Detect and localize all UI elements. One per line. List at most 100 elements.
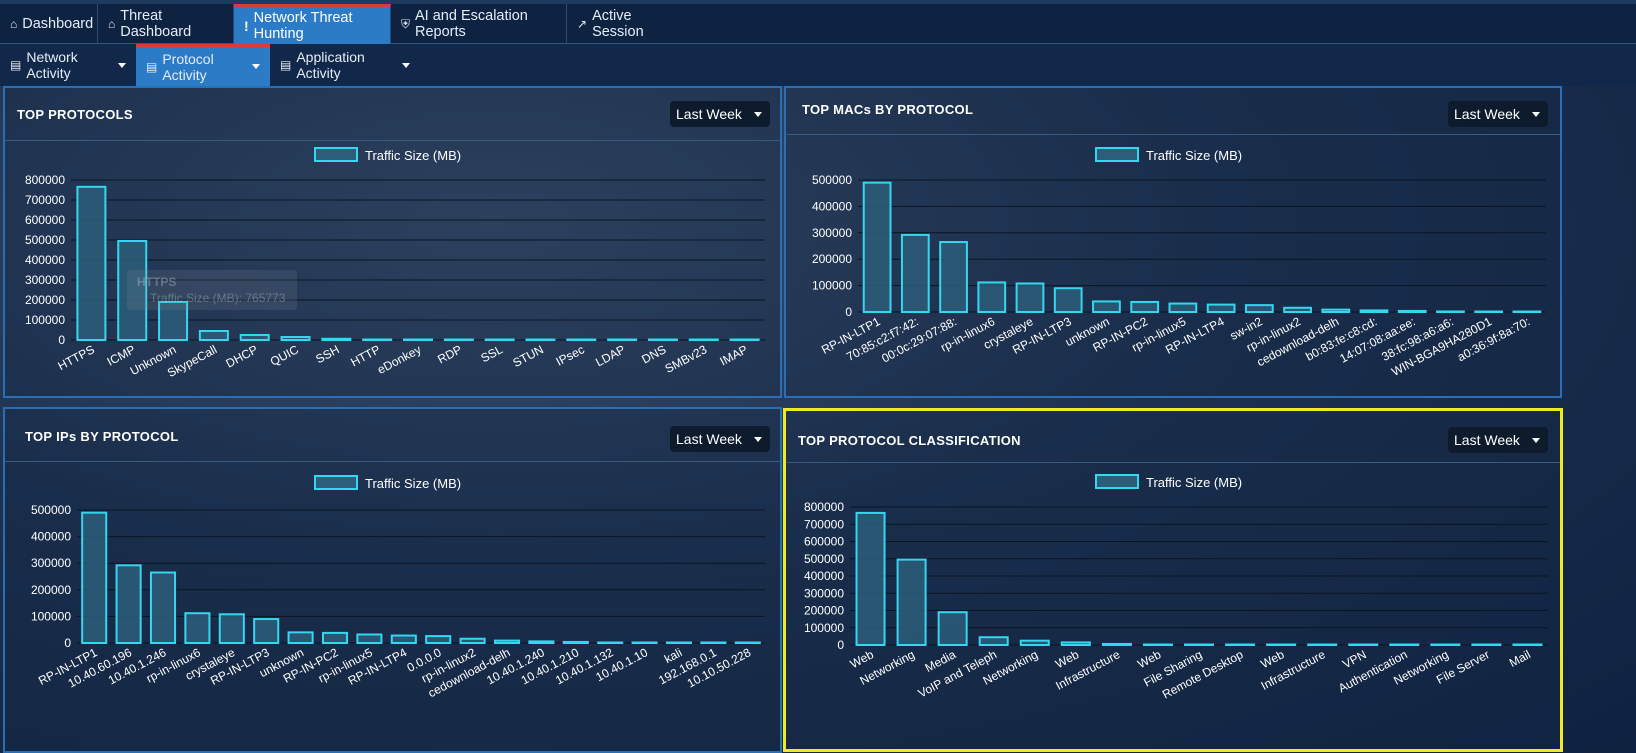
bar	[1142, 643, 1173, 646]
bar-chart-icon: ▤	[10, 58, 22, 72]
bar	[597, 641, 624, 644]
bar	[1471, 643, 1502, 646]
chart-legend: Traffic Size (MB)	[314, 475, 461, 491]
bar	[1168, 302, 1198, 314]
tab-threat-dashboard[interactable]: ⌂ Threat Dashboard	[98, 4, 234, 44]
bar	[1184, 643, 1214, 646]
bar	[1266, 643, 1297, 646]
bar	[855, 511, 886, 646]
bar	[459, 637, 486, 645]
bar	[321, 337, 352, 342]
time-range-select[interactable]: Last Week	[1448, 101, 1548, 127]
chevron-down-icon	[1532, 112, 1540, 117]
legend-swatch	[1095, 147, 1139, 162]
top-navigation: ⌂ Dashboard ⌂ Threat Dashboard ! Network Th…	[0, 0, 1636, 44]
bar	[1397, 309, 1427, 314]
bar	[688, 338, 719, 341]
chart-top-ips: Traffic Size (MB) 0 100000 200000 300000 4000…	[31, 475, 765, 700]
tooltip-text: Traffic Size (MB): 765773	[150, 291, 286, 305]
tooltip-title: HTTPS	[137, 275, 176, 289]
bar	[184, 612, 211, 644]
y-tick-label: 500000	[31, 503, 71, 517]
bar	[356, 633, 383, 645]
time-range-select[interactable]: Last Week	[1448, 427, 1548, 453]
x-tick-label: SMBv23	[663, 342, 710, 376]
x-tick-label: RDP	[435, 342, 464, 366]
subtab-network-activity[interactable]: ▤ Network Activity	[0, 44, 136, 86]
bar	[607, 338, 638, 341]
bar	[218, 613, 245, 645]
bar	[1206, 303, 1236, 314]
divider	[786, 134, 1560, 135]
legend-swatch	[1095, 474, 1139, 489]
bar	[287, 631, 314, 645]
chevron-down-icon	[754, 437, 762, 442]
x-tick-label: LDAP	[593, 342, 627, 369]
bar	[425, 635, 452, 644]
chevron-down-icon	[402, 62, 410, 68]
bar	[900, 233, 930, 313]
tab-active-session[interactable]: ↗ Active Session	[577, 8, 644, 40]
panel-title: TOP PROTOCOLS	[17, 107, 133, 122]
bar	[1225, 643, 1256, 646]
exclamation-icon: !	[244, 17, 249, 34]
y-tick-label: 200000	[25, 293, 65, 307]
y-tick-label: 100000	[25, 313, 65, 327]
tooltip: HTTPS Traffic Size (MB): 765773	[127, 270, 297, 310]
bar	[1060, 641, 1091, 647]
subtab-protocol-activity[interactable]: ▤ Protocol Activity	[136, 44, 270, 86]
time-range-select[interactable]: Last Week	[670, 101, 770, 127]
bar	[1321, 308, 1351, 313]
home-icon: ⌂	[108, 17, 116, 31]
y-tick-label: 300000	[25, 273, 65, 287]
tab-network-threat-hunting[interactable]: ! Network Threat Hunting	[234, 4, 391, 44]
sub-navigation: ▤ Network Activity ▤ Protocol Activity ▤ Ap…	[0, 44, 1636, 86]
bar	[566, 338, 597, 341]
y-tick-label: 700000	[25, 193, 65, 207]
bar	[1130, 300, 1160, 314]
legend-label: Traffic Size (MB)	[1146, 148, 1242, 163]
bar	[239, 334, 270, 341]
bar	[1053, 287, 1083, 314]
subtab-application-activity[interactable]: ▤ Application Activity	[270, 44, 420, 86]
legend-label: Traffic Size (MB)	[365, 476, 461, 491]
bar	[729, 338, 760, 341]
y-tick-label: 0	[58, 333, 65, 347]
x-tick-label: IPsec	[554, 342, 587, 368]
bar	[939, 241, 968, 313]
panel-title: TOP IPs BY PROTOCOL	[25, 429, 179, 444]
y-tick-label: 700000	[804, 517, 844, 531]
tab-dashboard[interactable]: ⌂ Dashboard	[0, 4, 98, 44]
bar	[896, 558, 927, 646]
panel-top-protocols: TOP PROTOCOLS Last Week Traffic Size (MB…	[3, 86, 782, 398]
chevron-down-icon	[252, 64, 260, 69]
panel-top-protocol-classification: TOP PROTOCOL CLASSIFICATION Last Week Tr…	[783, 408, 1563, 752]
line-chart-icon: ↗	[577, 17, 588, 31]
bar	[1512, 643, 1543, 646]
bar	[978, 636, 1009, 647]
chart-top-protocols: Traffic Size (MB) 0 100000 200000 300000 4000…	[25, 147, 765, 380]
bar	[362, 338, 393, 341]
y-tick-label: 100000	[804, 621, 844, 635]
shield-icon: ⛨	[401, 16, 411, 31]
bar	[525, 338, 556, 341]
bar	[198, 330, 229, 341]
tab-ai-escalation-reports[interactable]: ⛨ AI and Escalation Reports	[391, 4, 567, 44]
y-tick-label: 200000	[804, 604, 844, 618]
bar	[115, 564, 142, 644]
y-tick-label: 800000	[804, 500, 844, 514]
bar	[1283, 306, 1312, 314]
bar	[1101, 642, 1132, 646]
bar	[1092, 300, 1121, 314]
bar	[700, 641, 727, 644]
chart-top-protocol-classification: Traffic Size (MB) 0 100000 200000 300000 4000…	[804, 474, 1548, 702]
bar	[631, 641, 658, 644]
x-tick-label: DHCP	[224, 342, 261, 370]
bar	[562, 640, 589, 645]
y-tick-label: 300000	[804, 586, 844, 600]
panel-top-macs: TOP MACs BY PROTOCOL Last Week Traffic S…	[784, 86, 1562, 398]
time-range-select[interactable]: Last Week	[670, 426, 770, 452]
bar	[1389, 643, 1420, 646]
bar	[1436, 310, 1465, 313]
y-tick-label: 0	[837, 638, 844, 652]
